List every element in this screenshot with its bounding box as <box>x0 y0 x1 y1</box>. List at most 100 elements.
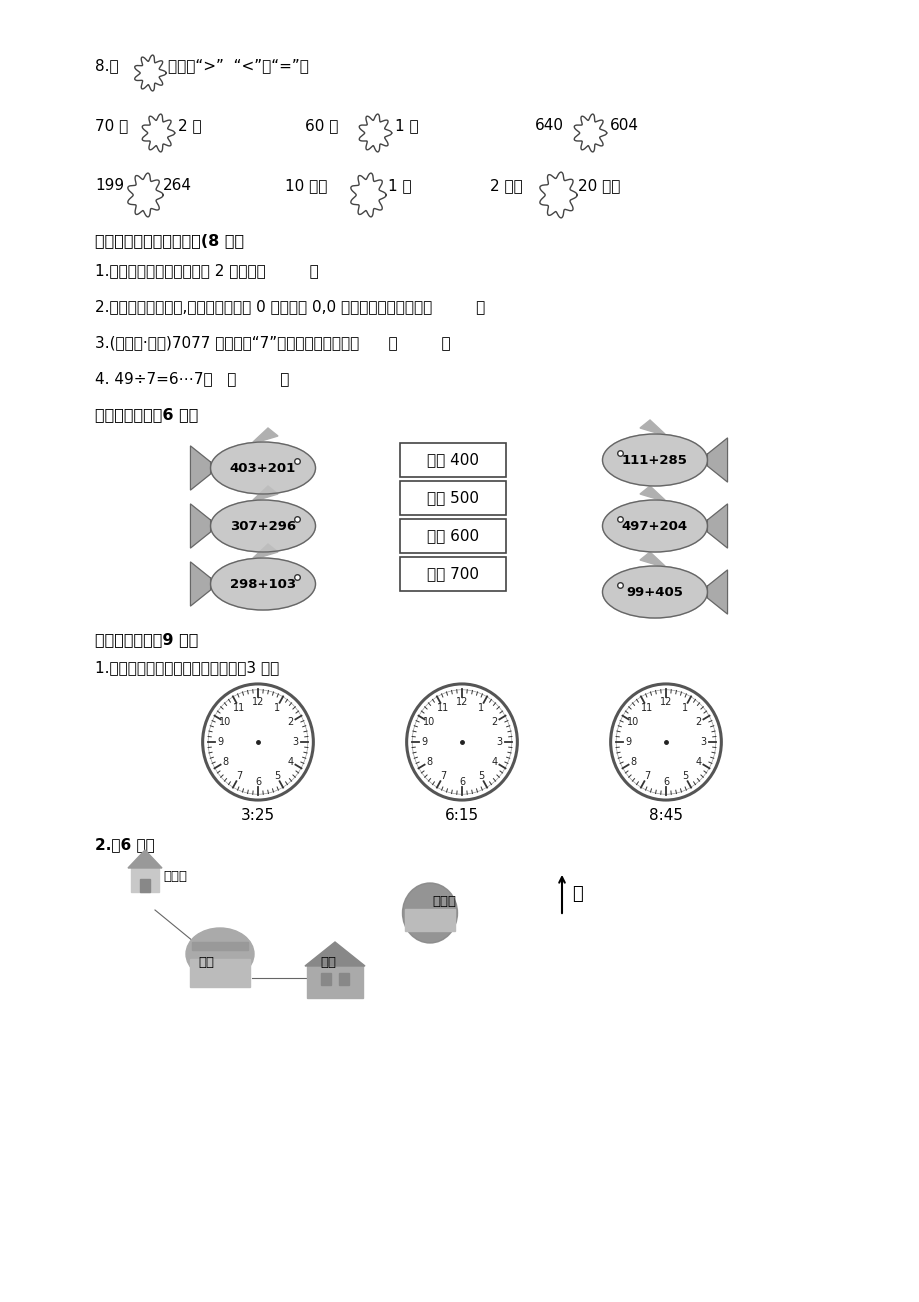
Polygon shape <box>640 552 664 566</box>
Text: 12: 12 <box>659 698 672 707</box>
Ellipse shape <box>186 928 254 980</box>
Text: 北: 北 <box>572 885 582 904</box>
Text: 7: 7 <box>439 771 446 781</box>
Text: 大约 400: 大约 400 <box>426 453 479 467</box>
Text: 5: 5 <box>274 771 279 781</box>
Text: 11: 11 <box>641 703 652 712</box>
Polygon shape <box>707 504 727 548</box>
FancyBboxPatch shape <box>400 443 505 477</box>
Polygon shape <box>640 486 664 500</box>
Text: 4: 4 <box>288 756 293 767</box>
Text: 3:25: 3:25 <box>241 809 275 823</box>
Text: 60 分: 60 分 <box>305 118 338 133</box>
Polygon shape <box>573 115 606 152</box>
Text: 111+285: 111+285 <box>621 453 687 466</box>
Text: 1: 1 <box>681 703 687 712</box>
Polygon shape <box>128 173 163 217</box>
Text: 3: 3 <box>700 737 706 747</box>
Polygon shape <box>539 172 576 217</box>
FancyBboxPatch shape <box>400 557 505 591</box>
Text: 6: 6 <box>663 777 668 786</box>
Text: 20 厘米: 20 厘米 <box>577 178 619 193</box>
Text: 2: 2 <box>491 717 497 728</box>
Text: 4. 49÷7=6⋯7。   （         ）: 4. 49÷7=6⋯7。 （ ） <box>95 371 289 385</box>
Polygon shape <box>190 504 210 548</box>
Text: 3: 3 <box>496 737 503 747</box>
Bar <box>307 966 363 999</box>
Ellipse shape <box>403 883 457 943</box>
Text: 6: 6 <box>459 777 465 786</box>
Text: 里填上“>”  “<”或“=”。: 里填上“>” “<”或“=”。 <box>168 59 309 73</box>
Text: 9: 9 <box>624 737 630 747</box>
Text: 3.(连云港·期末)7077 中所有的“7”表示的意义都一样。      （         ）: 3.(连云港·期末)7077 中所有的“7”表示的意义都一样。 （ ） <box>95 335 450 350</box>
Text: 10 分米: 10 分米 <box>285 178 327 193</box>
Polygon shape <box>707 570 727 615</box>
Text: 12: 12 <box>455 698 468 707</box>
Text: 2.在读万以内的数时,数的中间有几个 0 就读几个 0,0 在数的末尾都不读。（         ）: 2.在读万以内的数时,数的中间有几个 0 就读几个 0,0 在数的末尾都不读。（… <box>95 299 484 314</box>
Text: 1: 1 <box>274 703 279 712</box>
FancyBboxPatch shape <box>400 519 505 553</box>
Text: 307+296: 307+296 <box>230 519 296 533</box>
Text: 4: 4 <box>491 756 497 767</box>
Text: 6: 6 <box>255 777 261 786</box>
Text: 11: 11 <box>233 703 245 712</box>
Text: 7: 7 <box>235 771 242 781</box>
Text: 497+204: 497+204 <box>621 519 687 533</box>
Ellipse shape <box>602 566 707 618</box>
Text: 2: 2 <box>288 717 293 728</box>
Text: 大约 700: 大约 700 <box>426 566 479 582</box>
Text: 6:15: 6:15 <box>445 809 479 823</box>
Bar <box>192 943 248 950</box>
Text: 8: 8 <box>425 756 432 767</box>
Ellipse shape <box>602 434 707 486</box>
Polygon shape <box>253 544 278 559</box>
Text: 2 分: 2 分 <box>177 118 201 133</box>
Bar <box>338 973 348 986</box>
Text: 264: 264 <box>163 178 192 193</box>
Text: 11: 11 <box>437 703 448 712</box>
Text: 学校: 学校 <box>320 956 335 969</box>
Text: 1: 1 <box>477 703 483 712</box>
Text: 8.在: 8.在 <box>95 59 119 73</box>
Text: 三、我是腰明的小法官。(8 分）: 三、我是腰明的小法官。(8 分） <box>95 233 244 247</box>
Text: 3: 3 <box>292 737 299 747</box>
Ellipse shape <box>210 559 315 611</box>
Polygon shape <box>190 562 210 605</box>
Text: 8: 8 <box>222 756 228 767</box>
FancyBboxPatch shape <box>400 480 505 516</box>
Polygon shape <box>253 486 278 500</box>
Text: 1.一根晒衣绳的长度大约是 2 分米。（         ）: 1.一根晒衣绳的长度大约是 2 分米。（ ） <box>95 263 318 279</box>
Bar <box>190 960 250 987</box>
Polygon shape <box>128 850 162 868</box>
Polygon shape <box>190 447 210 490</box>
Text: 城堡: 城堡 <box>198 956 214 969</box>
Text: 2 分米: 2 分米 <box>490 178 522 193</box>
Text: 403+201: 403+201 <box>230 461 296 474</box>
Text: 8:45: 8:45 <box>648 809 682 823</box>
Text: 4: 4 <box>695 756 701 767</box>
Bar <box>140 879 150 892</box>
Text: 640: 640 <box>535 118 563 133</box>
Text: 大约 500: 大约 500 <box>426 491 479 505</box>
Text: 10: 10 <box>219 717 232 728</box>
Ellipse shape <box>202 684 313 799</box>
Ellipse shape <box>602 500 707 552</box>
Text: 8: 8 <box>630 756 636 767</box>
Ellipse shape <box>210 500 315 552</box>
Text: 5: 5 <box>681 771 687 781</box>
Polygon shape <box>640 421 664 434</box>
Ellipse shape <box>406 684 516 799</box>
Text: 1 时: 1 时 <box>394 118 418 133</box>
Text: 7: 7 <box>643 771 650 781</box>
Polygon shape <box>253 428 278 441</box>
Polygon shape <box>707 437 727 482</box>
Text: 五、操作题。（9 分）: 五、操作题。（9 分） <box>95 631 199 647</box>
Polygon shape <box>134 55 166 91</box>
Text: 四、连一连。（6 分）: 四、连一连。（6 分） <box>95 408 199 422</box>
Text: 604: 604 <box>609 118 639 133</box>
Text: 1.画出钟面上缺少的时针和分针。（3 分）: 1.画出钟面上缺少的时针和分针。（3 分） <box>95 660 279 674</box>
Polygon shape <box>305 943 365 966</box>
Text: 10: 10 <box>423 717 435 728</box>
Polygon shape <box>358 115 391 152</box>
Bar <box>404 909 455 931</box>
